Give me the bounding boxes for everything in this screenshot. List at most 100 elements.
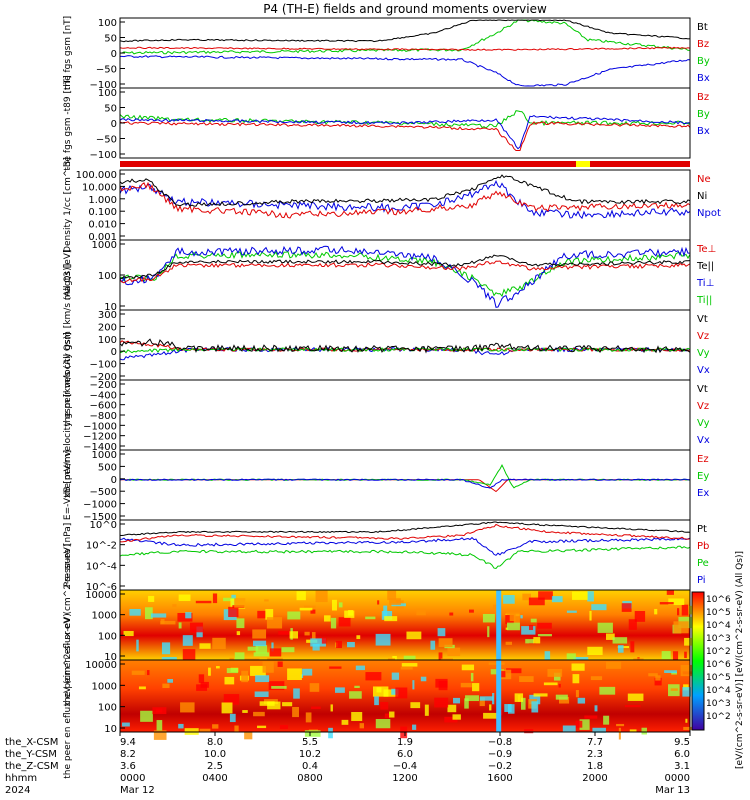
spectrogram-cell	[506, 668, 522, 674]
spectrogram-cell	[617, 645, 624, 653]
y-tick-label: 1.000	[88, 195, 117, 206]
spectrogram-cell	[262, 661, 274, 673]
footer-value: 2.3	[587, 749, 603, 760]
y-axis-label: the fgs gsm [nT]	[63, 16, 73, 90]
spectrogram-cell	[654, 608, 658, 615]
spectrogram-cell	[621, 603, 632, 612]
spectrogram-cell	[460, 682, 472, 688]
spectrogram-cell	[533, 693, 548, 697]
spectrogram-cell	[464, 698, 469, 709]
footer-value: 1.8	[587, 761, 603, 772]
y-tick-label: 1000	[92, 450, 117, 461]
spectrogram-cell	[634, 610, 646, 622]
y-tick-label: −100	[90, 360, 117, 371]
y-tick-label: 1000	[92, 611, 117, 622]
trace-blue	[119, 179, 691, 220]
spectrogram-cell	[529, 625, 534, 631]
spectrogram-cell	[616, 723, 625, 727]
spectrogram-cell	[520, 615, 523, 619]
spectrogram-cell	[252, 629, 267, 639]
legend-entry: Te⊥	[696, 244, 716, 255]
y-tick-label: 100	[98, 271, 117, 282]
y-tick-label: −1000	[83, 421, 117, 432]
spectrogram-cell	[661, 651, 671, 660]
footer-value: Mar 13	[655, 785, 690, 796]
spectrogram-cell	[287, 668, 302, 680]
spectrogram-cell	[271, 642, 274, 652]
colorbar-tick: 10^2	[706, 712, 731, 722]
spectrogram-cell	[537, 622, 552, 629]
spectrogram-cell	[277, 661, 283, 667]
spectrogram-cell	[254, 691, 269, 697]
spectrogram-cell	[178, 622, 182, 629]
y-axis-label: E=-VxB [mV/m]	[63, 450, 73, 520]
spectrogram-cell	[365, 672, 382, 681]
spectrogram-cell	[525, 639, 535, 644]
colorbar-tick: 10^3	[706, 634, 731, 644]
spectrogram-cell	[160, 620, 176, 625]
spectrogram-cell	[629, 729, 637, 732]
trace-blue	[119, 245, 690, 308]
spectrogram-cell	[195, 600, 212, 604]
trace-green	[119, 251, 691, 298]
y-axis-label: the peir en eflux eV (cm^2-s- sr-eV)	[63, 544, 73, 707]
spectrogram-cell	[250, 665, 266, 676]
footer-value: 0000	[665, 773, 690, 784]
y-tick-label: 100	[98, 335, 117, 346]
y-tick-label: 0	[111, 119, 117, 130]
spectrogram-cell	[537, 634, 552, 637]
spectrogram-cell	[391, 672, 400, 680]
spectrogram-cell	[255, 645, 268, 654]
spectrogram-cell	[347, 641, 355, 648]
spectrogram-cell	[356, 635, 361, 640]
spectrogram-cell	[330, 704, 333, 712]
y-tick-label: −1500	[83, 512, 117, 523]
y-tick-label: 100	[98, 18, 117, 29]
spectrogram-cell	[234, 598, 246, 608]
legend-entry: Ne	[697, 174, 711, 185]
spectrogram-cell	[514, 693, 524, 702]
y-tick-label: 10^-4	[86, 561, 117, 572]
trace-red	[119, 260, 691, 284]
y-axis-label: the peer velocity gsm [km/s (All Qs)]	[63, 332, 73, 497]
spectrogram-cell	[123, 630, 134, 637]
footer-value: 3.6	[120, 761, 136, 772]
y-tick-label: 0	[111, 49, 117, 60]
spectrogram-cell	[603, 715, 610, 725]
panel-frame	[119, 309, 691, 381]
spectrogram-cell	[359, 723, 365, 729]
spectrogram-cell	[505, 627, 509, 630]
spectrogram-cell	[198, 674, 205, 683]
y-tick-label: −100	[90, 80, 117, 91]
legend-entry: Bt	[697, 22, 708, 33]
spectrogram-cell	[438, 652, 443, 663]
spectrogram-cell	[269, 648, 282, 657]
y-tick-label: −50	[96, 135, 117, 146]
trace-black	[119, 521, 691, 537]
spectrogram-cell	[606, 633, 615, 640]
spectrogram-cell	[131, 670, 145, 675]
spectrogram-cell	[271, 685, 287, 689]
spectrogram-cell	[558, 683, 561, 688]
spectrogram-cell	[221, 702, 233, 714]
spectrogram-cell	[584, 715, 598, 719]
footer-value: 1.9	[397, 737, 413, 748]
footer-value: 10.2	[299, 749, 321, 760]
legend-entry: By	[697, 109, 710, 120]
spectrogram-cell	[681, 604, 689, 616]
spectrogram-cell	[630, 641, 635, 653]
spectrogram-cell	[305, 712, 312, 723]
spectrogram-cell	[670, 688, 678, 691]
spectrogram-cell	[228, 606, 239, 618]
spectrogram-cell	[671, 671, 677, 675]
spectrogram-cell	[180, 702, 195, 713]
spectrogram-cell	[487, 626, 490, 638]
spectrogram-cell	[664, 670, 677, 673]
footer-row-label: the_X-CSM	[5, 737, 58, 748]
spectrogram-cell	[659, 602, 674, 605]
y-axis-label: Pressure [nPa]	[63, 523, 73, 588]
legend-entry: Bz	[697, 39, 709, 50]
colorbar-tick: 10^2	[706, 647, 731, 657]
spectrogram-cell	[437, 628, 446, 637]
